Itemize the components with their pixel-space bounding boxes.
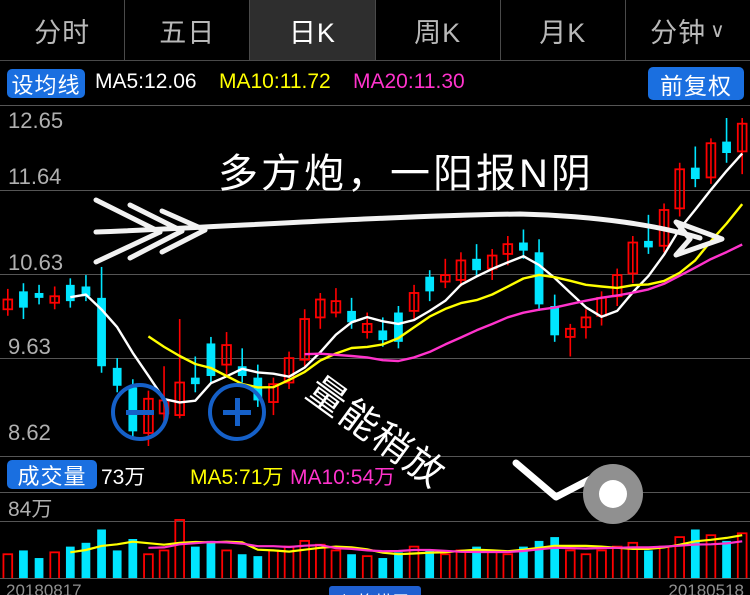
- volume-axis-label: 84万: [8, 498, 53, 521]
- tab-weekly-k[interactable]: 周K: [374, 0, 500, 60]
- volume-ma10: MA10:54万: [290, 466, 396, 489]
- volume-title-button[interactable]: 成交量: [7, 460, 97, 489]
- zoom-in-button[interactable]: [208, 383, 266, 441]
- chevron-down-icon: ∨: [710, 20, 726, 42]
- period-tab-bar: 分时 五日 日K 周K 月K 分钟 ∨: [0, 0, 750, 61]
- zoom-out-button[interactable]: [111, 383, 169, 441]
- gridline: [0, 274, 750, 275]
- ma20-value: MA20:11.30: [353, 70, 465, 93]
- gridline: [0, 358, 750, 359]
- tab-minute[interactable]: 分钟 ∨: [624, 0, 750, 60]
- tab-five-day[interactable]: 五日: [124, 0, 250, 60]
- switch-landscape-button[interactable]: 切换横屏: [329, 586, 421, 595]
- gridline: [0, 521, 750, 522]
- price-axis-label: 9.63: [8, 334, 51, 359]
- tab-label: 月K: [539, 17, 587, 48]
- gridline: [0, 190, 750, 191]
- tab-label: 五日: [159, 17, 216, 48]
- tab-label: 分钟: [650, 17, 707, 48]
- date-label-left: 20180817: [6, 581, 82, 595]
- touch-indicator-core: [599, 480, 627, 508]
- tab-label: 分时: [34, 17, 91, 48]
- price-axis-label: 8.62: [8, 420, 51, 445]
- price-axis-label: 10.63: [8, 250, 64, 275]
- volume-value: 73万: [101, 466, 146, 489]
- tab-fenshi[interactable]: 分时: [0, 0, 125, 60]
- tab-monthly-k[interactable]: 月K: [499, 0, 625, 60]
- price-axis-label: 11.64: [8, 164, 62, 189]
- ma10-value: MA10:11.72: [219, 70, 331, 93]
- date-label-right: 20180518: [668, 581, 744, 595]
- tab-label: 周K: [414, 17, 462, 48]
- volume-ma5: MA5:71万: [190, 466, 284, 489]
- ma5-value: MA5:12.06: [95, 70, 197, 93]
- adjust-price-button[interactable]: 前复权: [648, 67, 744, 100]
- set-ma-button[interactable]: 设均线: [7, 69, 85, 98]
- tab-label: 日K: [288, 17, 336, 48]
- price-axis-label: 12.65: [8, 108, 64, 133]
- ma-indicator-bar: 设均线 MA5:12.06 MA10:11.72 MA20:11.30 前复权: [0, 61, 750, 104]
- tab-daily-k[interactable]: 日K: [249, 0, 375, 60]
- touch-indicator: [583, 464, 643, 524]
